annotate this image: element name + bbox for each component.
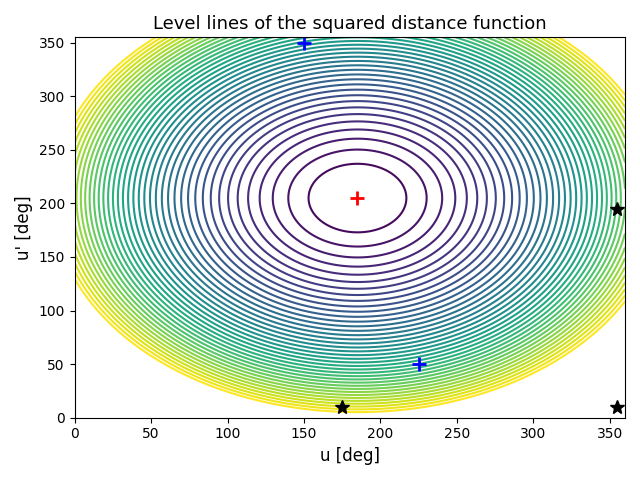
X-axis label: u [deg]: u [deg] [320,447,380,465]
Y-axis label: u' [deg]: u' [deg] [15,195,33,260]
Title: Level lines of the squared distance function: Level lines of the squared distance func… [153,15,547,33]
